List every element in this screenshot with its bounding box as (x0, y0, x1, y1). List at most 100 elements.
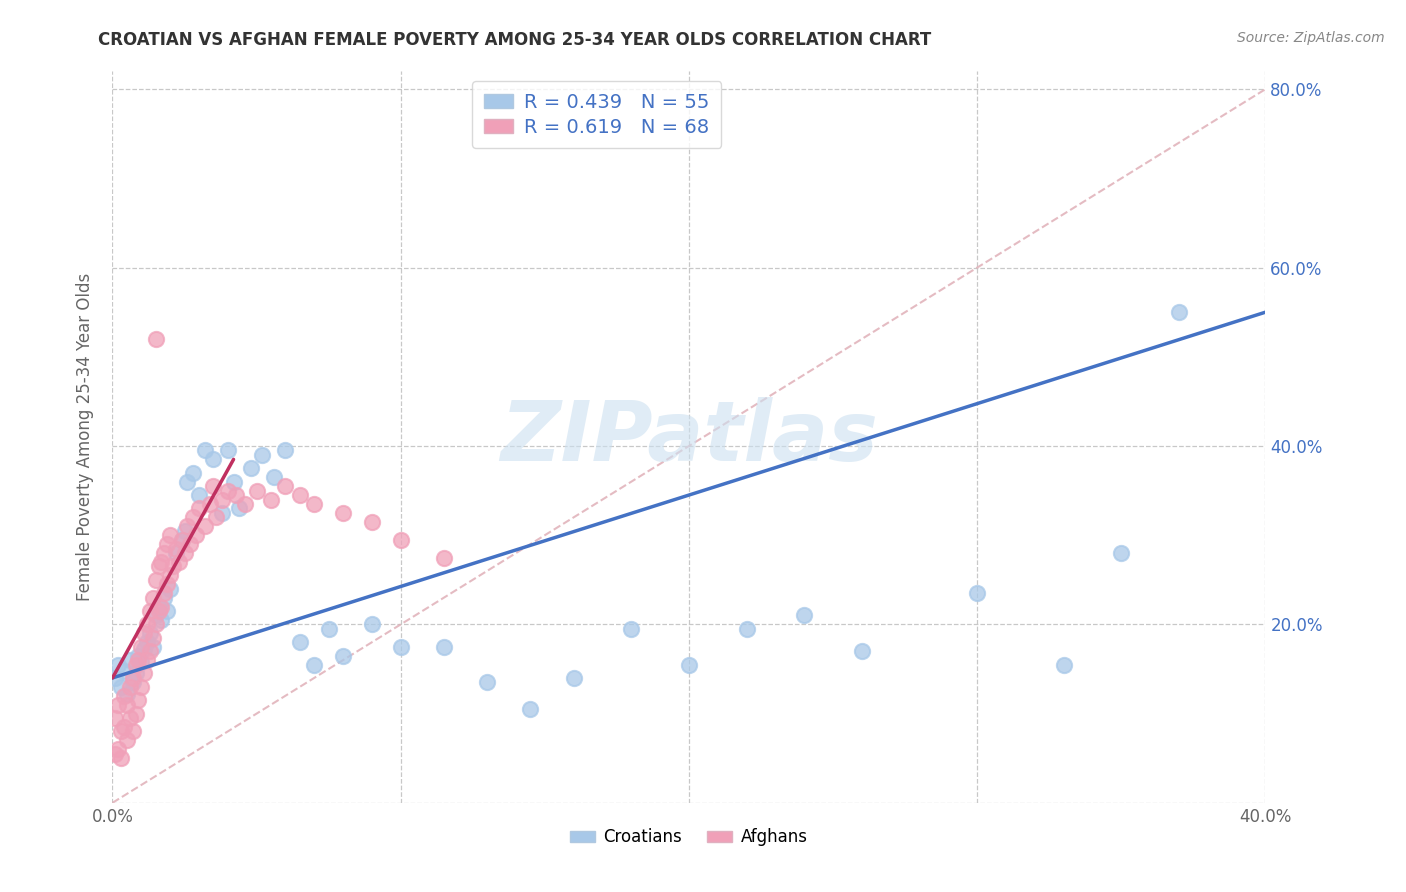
Point (139, 626, 162, 640)
Point (173, 546, 195, 560)
Point (150, 555, 173, 569)
Point (156, 604, 179, 618)
Point (360, 515, 382, 529)
Point (107, 698, 129, 712)
Point (110, 751, 132, 765)
Point (475, 675, 499, 690)
Point (124, 706, 146, 721)
Point (205, 510, 228, 524)
Point (202, 479, 225, 493)
Point (159, 568, 181, 582)
Point (148, 604, 170, 618)
Point (217, 443, 239, 458)
Point (332, 648, 354, 663)
Point (225, 488, 247, 502)
Point (519, 702, 541, 716)
Point (239, 461, 262, 475)
Point (124, 657, 146, 672)
Point (165, 546, 187, 560)
Point (1111, 546, 1133, 560)
Point (118, 711, 141, 725)
Point (228, 501, 250, 516)
Point (562, 671, 585, 685)
Point (153, 546, 176, 560)
Point (167, 555, 190, 569)
Point (181, 466, 204, 480)
Point (153, 591, 176, 605)
Point (433, 550, 456, 565)
Point (142, 640, 165, 654)
Point (274, 479, 297, 493)
Point (156, 537, 179, 551)
Point (735, 622, 758, 636)
Point (124, 666, 146, 681)
Point (194, 519, 217, 533)
Point (127, 653, 149, 667)
Point (181, 510, 204, 524)
Point (211, 506, 233, 520)
Point (121, 671, 143, 685)
Point (211, 492, 233, 507)
Point (966, 586, 988, 600)
Point (118, 680, 141, 694)
Point (148, 599, 170, 614)
Point (104, 671, 127, 685)
Point (156, 577, 179, 591)
Point (162, 559, 184, 574)
Point (678, 657, 700, 672)
Point (179, 537, 201, 551)
Point (145, 332, 167, 346)
Point (217, 483, 239, 498)
Point (136, 635, 159, 649)
Point (173, 524, 195, 538)
Point (194, 443, 217, 458)
Point (304, 657, 326, 672)
Point (127, 648, 149, 663)
Point (104, 747, 127, 761)
Point (360, 617, 382, 632)
Point (159, 528, 181, 542)
Point (274, 443, 297, 458)
Point (389, 533, 412, 547)
Point (121, 675, 143, 690)
Point (851, 644, 873, 658)
Point (263, 470, 285, 484)
Point (150, 613, 173, 627)
Point (233, 497, 256, 511)
Point (304, 497, 326, 511)
Point (129, 640, 153, 654)
Point (148, 559, 170, 574)
Point (115, 698, 138, 712)
Legend: Croatians, Afghans: Croatians, Afghans (564, 822, 814, 853)
Point (134, 642, 156, 657)
Text: ZIPatlas: ZIPatlas (501, 397, 877, 477)
Point (150, 599, 173, 614)
Point (139, 604, 162, 618)
Point (246, 483, 269, 498)
Text: Source: ZipAtlas.com: Source: ZipAtlas.com (1237, 31, 1385, 45)
Point (332, 506, 354, 520)
Point (184, 528, 207, 542)
Point (136, 617, 159, 632)
Point (318, 622, 340, 636)
Point (176, 475, 198, 489)
Point (142, 591, 165, 605)
Point (134, 626, 156, 640)
Point (620, 622, 643, 636)
Point (115, 687, 138, 701)
Point (110, 724, 132, 739)
Point (110, 680, 132, 694)
Point (142, 631, 165, 645)
Point (170, 533, 193, 547)
Point (112, 664, 135, 678)
Point (139, 644, 162, 658)
Point (288, 488, 311, 502)
Point (202, 452, 225, 467)
Point (115, 733, 138, 747)
Point (188, 501, 211, 516)
Point (129, 655, 153, 669)
Point (107, 657, 129, 672)
Point (389, 640, 412, 654)
Point (134, 666, 156, 681)
Point (153, 586, 176, 600)
